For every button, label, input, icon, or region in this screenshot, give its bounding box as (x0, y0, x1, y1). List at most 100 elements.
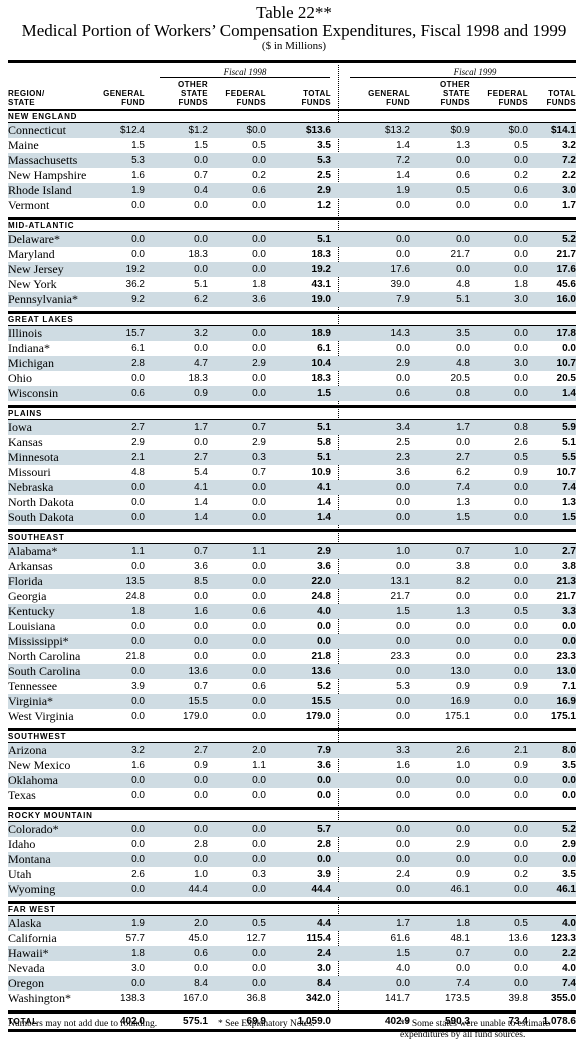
total-funds-cell: 1.4 (317, 512, 331, 523)
fund-cell: 141.7 (384, 993, 410, 1004)
table-row: West Virginia 0.0 179.0 0.0 179.0 0.0 175.1 0.0… (8, 709, 576, 724)
region-divider (8, 724, 576, 731)
fund-cell: 0.0 (194, 621, 208, 632)
state-name: Utah (8, 867, 32, 881)
state-name: Nebraska (8, 480, 54, 494)
state-name: North Carolina (8, 649, 81, 663)
total-label: TOTAL (8, 1017, 38, 1026)
fund-cell: 0.3 (252, 869, 266, 880)
fund-cell: 0.0 (396, 775, 410, 786)
fund-cell: 1.5 (396, 606, 410, 617)
fund-cell: 0.0 (514, 839, 528, 850)
fund-cell: 0.0 (252, 824, 266, 835)
fund-cell: 0.9 (456, 681, 470, 692)
fund-cell: 0.0 (194, 591, 208, 602)
total-value: 69.9 (246, 1016, 266, 1027)
fund-cell: 0.5 (514, 140, 528, 151)
header-1999-total-funds: TOTAL FUNDS (546, 89, 576, 107)
total-funds-cell: 5.7 (317, 824, 331, 835)
fund-cell: 3.3 (396, 745, 410, 756)
state-name: Vermont (8, 198, 50, 212)
fund-cell: 3.9 (131, 681, 145, 692)
total-funds-cell: 2.9 (317, 185, 331, 196)
total-funds-cell: 10.9 (311, 467, 331, 478)
fund-cell: 16.9 (450, 696, 470, 707)
table-row: Connecticut $12.4 $1.2 $0.0 $13.6 $13.2 $0.9 $0… (8, 123, 576, 138)
expenditure-table: NEW ENGLAND Connecticut $12.4 $1.2 $0.0 $13.6… (8, 111, 576, 1032)
total-funds-cell: 16.9 (556, 696, 576, 707)
fund-cell: 1.5 (396, 948, 410, 959)
fund-cell: $1.2 (188, 125, 208, 136)
total-funds-cell: 3.5 (562, 869, 576, 880)
state-name: Illinois (8, 326, 43, 340)
total-funds-cell: 5.2 (562, 824, 576, 835)
fund-cell: 0.0 (131, 696, 145, 707)
fund-cell: 0.7 (194, 170, 208, 181)
total-funds-cell: 2.4 (317, 948, 331, 959)
table-row: Iowa 2.7 1.7 0.7 5.1 3.4 1.7 0.8 5.9 (8, 420, 576, 435)
state-name: Maryland (8, 247, 55, 261)
fund-cell: 0.0 (514, 482, 528, 493)
total-funds-cell: 2.7 (562, 546, 576, 557)
fund-cell: 0.6 (396, 388, 410, 399)
fund-cell: 0.0 (131, 854, 145, 865)
fund-cell: 0.9 (194, 388, 208, 399)
fund-cell: 0.0 (514, 497, 528, 508)
table-row: North Carolina 21.8 0.0 0.0 21.8 23.3 0.0 0.0 23… (8, 649, 576, 664)
fund-cell: 3.6 (396, 467, 410, 478)
fund-cell: 0.0 (131, 621, 145, 632)
table-row: Louisiana 0.0 0.0 0.0 0.0 0.0 0.0 0.0 0.0 (8, 619, 576, 634)
table-row: Illinois 15.7 3.2 0.0 18.9 14.3 3.5 0.0 17.8 (8, 326, 576, 341)
fund-cell: 3.2 (131, 745, 145, 756)
fund-cell: 0.0 (396, 790, 410, 801)
fund-cell: 2.0 (194, 918, 208, 929)
total-funds-cell: 0.0 (562, 636, 576, 647)
header-1999-other-state-funds: OTHER STATE FUNDS (440, 80, 470, 107)
fund-cell: 2.5 (396, 437, 410, 448)
total-value: 1,078.6 (542, 1016, 576, 1027)
table-row: Rhode Island 1.9 0.4 0.6 2.9 1.9 0.5 0.6 3.0 (8, 183, 576, 198)
table-row: Kansas 2.9 0.0 2.9 5.8 2.5 0.0 2.6 5.1 (8, 435, 576, 450)
fund-cell: 0.5 (252, 918, 266, 929)
fund-cell: 36.8 (246, 993, 266, 1004)
fund-cell: 5.1 (194, 279, 208, 290)
fund-cell: 0.0 (456, 437, 470, 448)
table-row: Maine 1.5 1.5 0.5 3.5 1.4 1.3 0.5 3.2 (8, 138, 576, 153)
table-row: Nevada 3.0 0.0 0.0 3.0 4.0 0.0 0.0 4.0 (8, 961, 576, 976)
fund-cell: 179.0 (182, 711, 208, 722)
state-name: South Carolina (8, 664, 81, 678)
total-funds-cell: 1.5 (317, 388, 331, 399)
total-funds-cell: 2.5 (317, 170, 331, 181)
fund-cell: 1.3 (456, 140, 470, 151)
table-row: Arkansas 0.0 3.6 0.0 3.6 0.0 3.8 0.0 3.8 (8, 559, 576, 574)
fiscal-1998-rule (160, 77, 330, 78)
fund-cell: 2.7 (194, 745, 208, 756)
fund-cell: 0.0 (131, 561, 145, 572)
fund-cell: 2.7 (194, 452, 208, 463)
table-row: Virginia* 0.0 15.5 0.0 15.5 0.0 16.9 0.0 16.9 (8, 694, 576, 709)
fund-cell: 15.5 (188, 696, 208, 707)
fund-cell: 0.0 (456, 790, 470, 801)
fund-cell: 1.1 (252, 546, 266, 557)
total-value: 73.4 (508, 1016, 528, 1027)
region-header: SOUTHEAST (8, 532, 576, 544)
fund-cell: 13.5 (125, 576, 145, 587)
state-name: Alabama* (8, 544, 58, 558)
fund-cell: 0.0 (514, 234, 528, 245)
fund-cell: 0.0 (252, 948, 266, 959)
table-row: California 57.7 45.0 12.7 115.4 61.6 48.1 13.6 1… (8, 931, 576, 946)
table-subtitle: Medical Portion of Workers’ Compensation… (21, 21, 567, 40)
state-name: New York (8, 277, 57, 291)
fund-cell: 0.0 (514, 155, 528, 166)
total-funds-cell: 2.8 (317, 839, 331, 850)
total-value: 402.9 (384, 1016, 410, 1027)
state-name: Minnesota (8, 450, 59, 464)
total-value: 575.1 (182, 1016, 208, 1027)
fund-cell: 0.0 (252, 839, 266, 850)
fund-cell: 0.6 (252, 185, 266, 196)
state-name: Washington* (8, 991, 72, 1005)
header-1998-other-state-funds: OTHER STATE FUNDS (178, 80, 208, 107)
fund-cell: 0.0 (252, 155, 266, 166)
fund-cell: 0.5 (514, 606, 528, 617)
fund-cell: 1.9 (396, 185, 410, 196)
